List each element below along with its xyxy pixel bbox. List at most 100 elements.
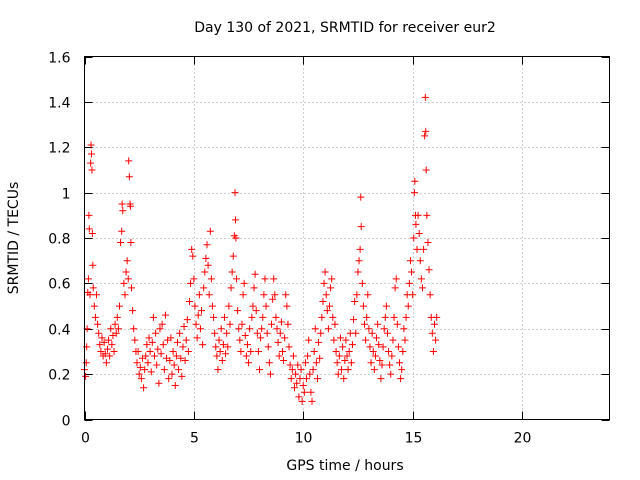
data-point xyxy=(113,313,121,321)
data-point xyxy=(293,379,301,387)
data-point xyxy=(239,291,247,299)
data-point xyxy=(398,366,406,374)
data-point xyxy=(425,266,433,274)
data-point xyxy=(416,257,424,265)
y-axis-label: SRMTID / TECUs xyxy=(6,182,22,295)
data-point xyxy=(222,350,230,358)
data-point xyxy=(224,343,232,351)
data-point xyxy=(118,200,126,208)
data-point xyxy=(120,279,128,287)
data-point xyxy=(270,275,278,283)
data-point xyxy=(187,279,195,287)
data-point xyxy=(88,229,96,237)
data-point xyxy=(241,332,249,340)
data-point xyxy=(249,302,257,310)
data-point xyxy=(286,361,294,369)
data-point xyxy=(385,347,393,355)
data-point xyxy=(289,352,297,360)
data-point xyxy=(137,375,145,383)
data-point xyxy=(154,345,162,353)
data-point xyxy=(129,307,137,315)
data-point xyxy=(233,275,241,283)
data-point xyxy=(274,338,282,346)
data-point xyxy=(94,320,102,328)
data-point xyxy=(221,313,228,321)
data-point xyxy=(421,132,429,140)
data-point xyxy=(231,216,239,224)
data-point xyxy=(355,257,363,265)
data-point xyxy=(111,320,119,328)
data-point xyxy=(204,261,212,269)
data-point xyxy=(149,313,157,321)
data-point xyxy=(210,313,218,321)
data-point xyxy=(227,284,235,292)
data-point xyxy=(196,325,204,333)
data-point xyxy=(87,159,95,167)
data-point xyxy=(343,352,351,360)
data-point xyxy=(105,336,113,344)
data-point xyxy=(257,334,265,342)
data-point xyxy=(291,384,298,392)
data-point xyxy=(212,343,220,351)
data-point xyxy=(429,347,437,355)
data-point xyxy=(217,325,225,333)
data-point xyxy=(246,325,254,333)
y-tick-label: 0.6 xyxy=(48,277,70,293)
x-tick-labels: 0 5 10 15 20 xyxy=(81,431,531,447)
data-point xyxy=(116,302,123,310)
data-point xyxy=(183,316,191,324)
data-point xyxy=(364,291,372,299)
data-point xyxy=(336,334,344,342)
data-point xyxy=(173,338,181,346)
data-point xyxy=(161,311,169,319)
y-tick-label: 1.6 xyxy=(48,51,70,67)
data-point xyxy=(157,350,165,358)
data-point xyxy=(414,211,422,219)
data-point xyxy=(327,284,335,292)
data-point xyxy=(85,211,93,219)
data-point xyxy=(117,239,125,247)
data-point xyxy=(91,313,99,321)
data-point xyxy=(422,166,430,174)
data-point xyxy=(90,302,98,310)
data-point xyxy=(250,284,258,292)
data-point xyxy=(432,336,440,344)
data-point xyxy=(193,334,201,342)
data-point xyxy=(256,366,263,374)
data-point xyxy=(357,193,365,201)
data-point xyxy=(328,275,336,283)
data-point xyxy=(147,368,155,376)
y-tick-label: 0 xyxy=(62,414,71,430)
data-point xyxy=(251,270,259,278)
data-point xyxy=(85,225,93,233)
data-point xyxy=(303,375,311,383)
data-point xyxy=(248,313,256,321)
data-point xyxy=(319,298,327,306)
data-point xyxy=(151,352,158,360)
data-point xyxy=(232,234,240,242)
data-point xyxy=(260,291,268,299)
data-point xyxy=(329,313,337,321)
data-point xyxy=(332,347,340,355)
data-point xyxy=(276,329,284,337)
y-tick-label: 1.4 xyxy=(48,96,70,112)
data-point xyxy=(228,268,236,276)
plot-frame xyxy=(84,56,610,420)
data-point xyxy=(172,352,180,360)
data-point xyxy=(334,370,342,378)
data-point xyxy=(389,336,397,344)
gridlines xyxy=(84,56,610,420)
data-point xyxy=(330,336,338,344)
data-point xyxy=(177,354,185,362)
data-point xyxy=(294,361,302,369)
data-point xyxy=(203,241,211,249)
data-point xyxy=(125,157,133,165)
data-point xyxy=(166,357,174,365)
data-point xyxy=(374,320,382,328)
data-point xyxy=(88,150,95,158)
data-point xyxy=(422,127,430,135)
data-point xyxy=(361,320,368,328)
data-point xyxy=(269,295,277,303)
data-point xyxy=(423,211,431,219)
